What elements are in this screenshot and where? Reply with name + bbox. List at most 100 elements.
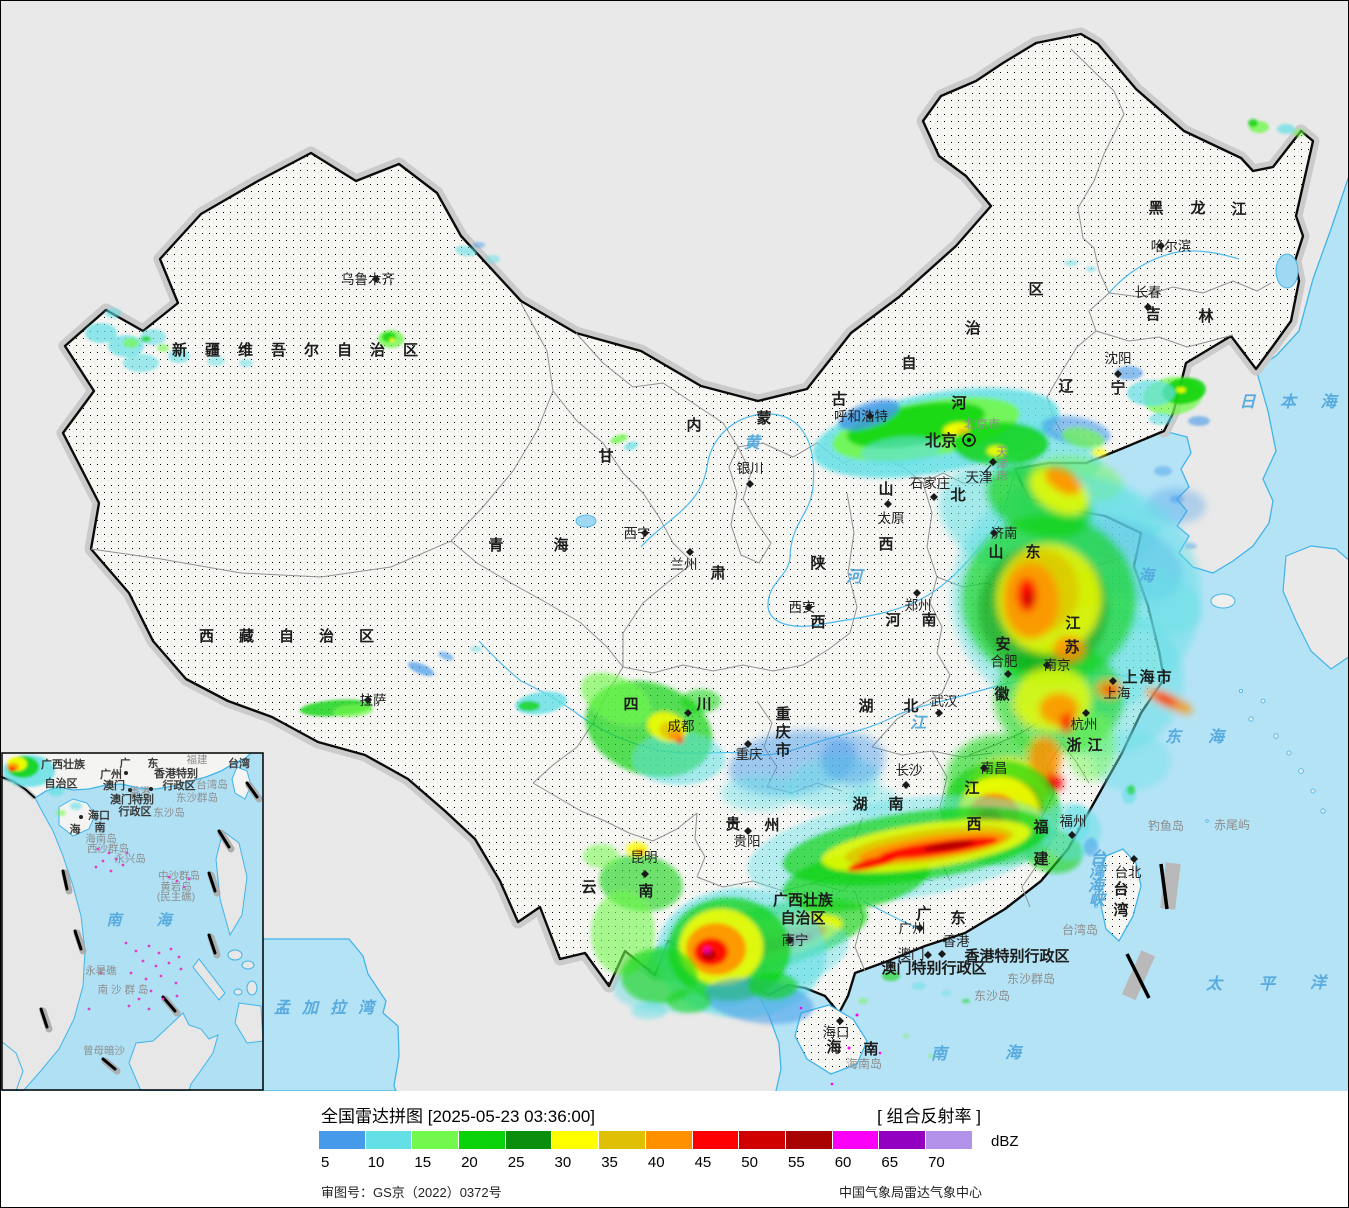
- city-label: 上海: [1104, 686, 1131, 701]
- yellow-river: [640, 413, 1016, 627]
- area-label: 海南岛: [846, 1056, 882, 1071]
- province-label: 南: [921, 611, 936, 629]
- city-label: 南宁: [782, 932, 809, 948]
- colorbar-segment: [599, 1131, 645, 1149]
- city-label: 海口: [823, 1025, 850, 1040]
- city-label: 北京: [925, 431, 957, 450]
- city-marker: [805, 603, 813, 611]
- city-marker: [364, 696, 372, 704]
- province-label: 南: [863, 1040, 878, 1058]
- province-label: 徽: [993, 685, 1010, 703]
- province-label: 辽: [1058, 378, 1073, 395]
- city-marker: [990, 529, 998, 537]
- province-label: 南: [638, 882, 653, 900]
- inset-island-specks: [87, 847, 191, 1011]
- radar-echo-sichuan: [580, 672, 725, 785]
- area-label: 津: [996, 457, 1008, 471]
- label-arrow: [982, 464, 992, 475]
- city-marker: [1082, 709, 1090, 717]
- province-label: 西藏自治区: [199, 627, 399, 645]
- city-label: 呼和浩特: [834, 409, 888, 424]
- province-label: 河: [951, 394, 966, 412]
- city-marker: [913, 589, 921, 597]
- inset-label: 中沙群岛: [158, 869, 200, 882]
- radar-echo-yunnan: [583, 842, 711, 1019]
- province-label: 江: [1065, 614, 1080, 632]
- city-marker: [684, 709, 692, 717]
- inset-borneo: [128, 1012, 219, 1092]
- city-marker: [924, 951, 932, 959]
- city-marker: [1114, 370, 1122, 378]
- radar-echo-xinjiang: [85, 242, 500, 372]
- sea-label: 东: [1165, 728, 1183, 746]
- colorbar-tick: 10: [367, 1154, 385, 1171]
- sea-label: 江: [910, 714, 928, 732]
- province-label: 重: [775, 705, 790, 723]
- colorbar-tick: 25: [507, 1154, 525, 1171]
- city-marker: [686, 548, 694, 556]
- province-label: 广: [916, 905, 931, 923]
- inset-label: 广州: [100, 767, 122, 781]
- japan-kyushu: [1282, 545, 1348, 670]
- colorbar-segment: [505, 1131, 552, 1149]
- city-label: 银川: [737, 461, 764, 476]
- inset-label: 曾母暗沙: [83, 1044, 125, 1057]
- province-label: 黑: [1148, 200, 1163, 217]
- radar-echo-northeast: [1064, 119, 1305, 272]
- city-label: 西宁: [624, 525, 651, 541]
- province-label: 甘: [598, 447, 613, 465]
- sea-label: 河: [846, 568, 865, 586]
- province-label: 区: [1028, 281, 1043, 298]
- sea-label: 海: [1088, 877, 1107, 895]
- province-label: 贵: [725, 815, 740, 833]
- taiwan-island: [1098, 848, 1142, 943]
- city-marker: [744, 827, 752, 835]
- sea-label: 日 本 海: [1240, 393, 1347, 411]
- diaoyu-islands: [1151, 819, 1209, 826]
- area-label: 北京市: [964, 416, 1000, 431]
- city-label: 昆明: [631, 850, 658, 865]
- province-label: 宁: [1110, 379, 1125, 397]
- province-label: 苏: [1064, 638, 1079, 656]
- sea-label: 海: [1208, 728, 1227, 746]
- inset-label: 海: [70, 822, 81, 836]
- province-label: 湾: [1113, 901, 1128, 919]
- city-marker: [938, 950, 946, 958]
- province-label: 山: [878, 481, 893, 498]
- colorbar-tick: 5: [321, 1154, 330, 1171]
- province-label: 南: [888, 795, 903, 813]
- city-marker: [935, 709, 943, 717]
- province-label: 建: [1033, 850, 1049, 868]
- sea-label: 孟加拉湾: [274, 999, 386, 1017]
- inset-city-marker: [128, 788, 132, 792]
- colorbar-tick: 15: [414, 1154, 432, 1171]
- city-marker: [989, 458, 997, 466]
- colorbar-segment: [785, 1131, 832, 1149]
- area-label: 钓鱼岛: [1148, 818, 1184, 833]
- province-label: 浙: [1066, 736, 1081, 754]
- city-label: 澳门: [898, 947, 925, 962]
- province-label: 肃: [710, 564, 725, 582]
- data-source-credit: 中国气象局雷达气象中心: [839, 1185, 983, 1200]
- area-label: 赤尾屿: [1214, 818, 1250, 832]
- radar-echo-guizhou-chongqing: [721, 730, 898, 816]
- inset-nine-dash-line: [39, 781, 263, 1075]
- province-label: 海: [553, 536, 568, 554]
- inset-label: 自治区: [45, 776, 78, 790]
- province-label: 内: [686, 416, 701, 434]
- province-labels: 黑龙江吉 林辽 宁内 蒙古自治区新疆维吾尔自治区甘肃青 海西藏自治区四 川重庆市陕西山西河…: [172, 199, 1247, 1058]
- inset-city-marker: [149, 787, 153, 791]
- city-marker: [641, 529, 649, 537]
- city-label: 贵阳: [734, 834, 761, 849]
- radar-echo-hainan-specks: [799, 1006, 882, 1086]
- unit-label: dBZ: [991, 1133, 1019, 1150]
- city-label: 福州: [1060, 814, 1087, 829]
- sea-label: 南: [931, 1045, 950, 1063]
- province-label: 蒙: [756, 409, 771, 427]
- inset-label: 行政区: [118, 804, 152, 818]
- map-approval-number: 审图号：GS京（2022）0372号: [321, 1185, 502, 1200]
- province-label: 庆: [775, 723, 790, 741]
